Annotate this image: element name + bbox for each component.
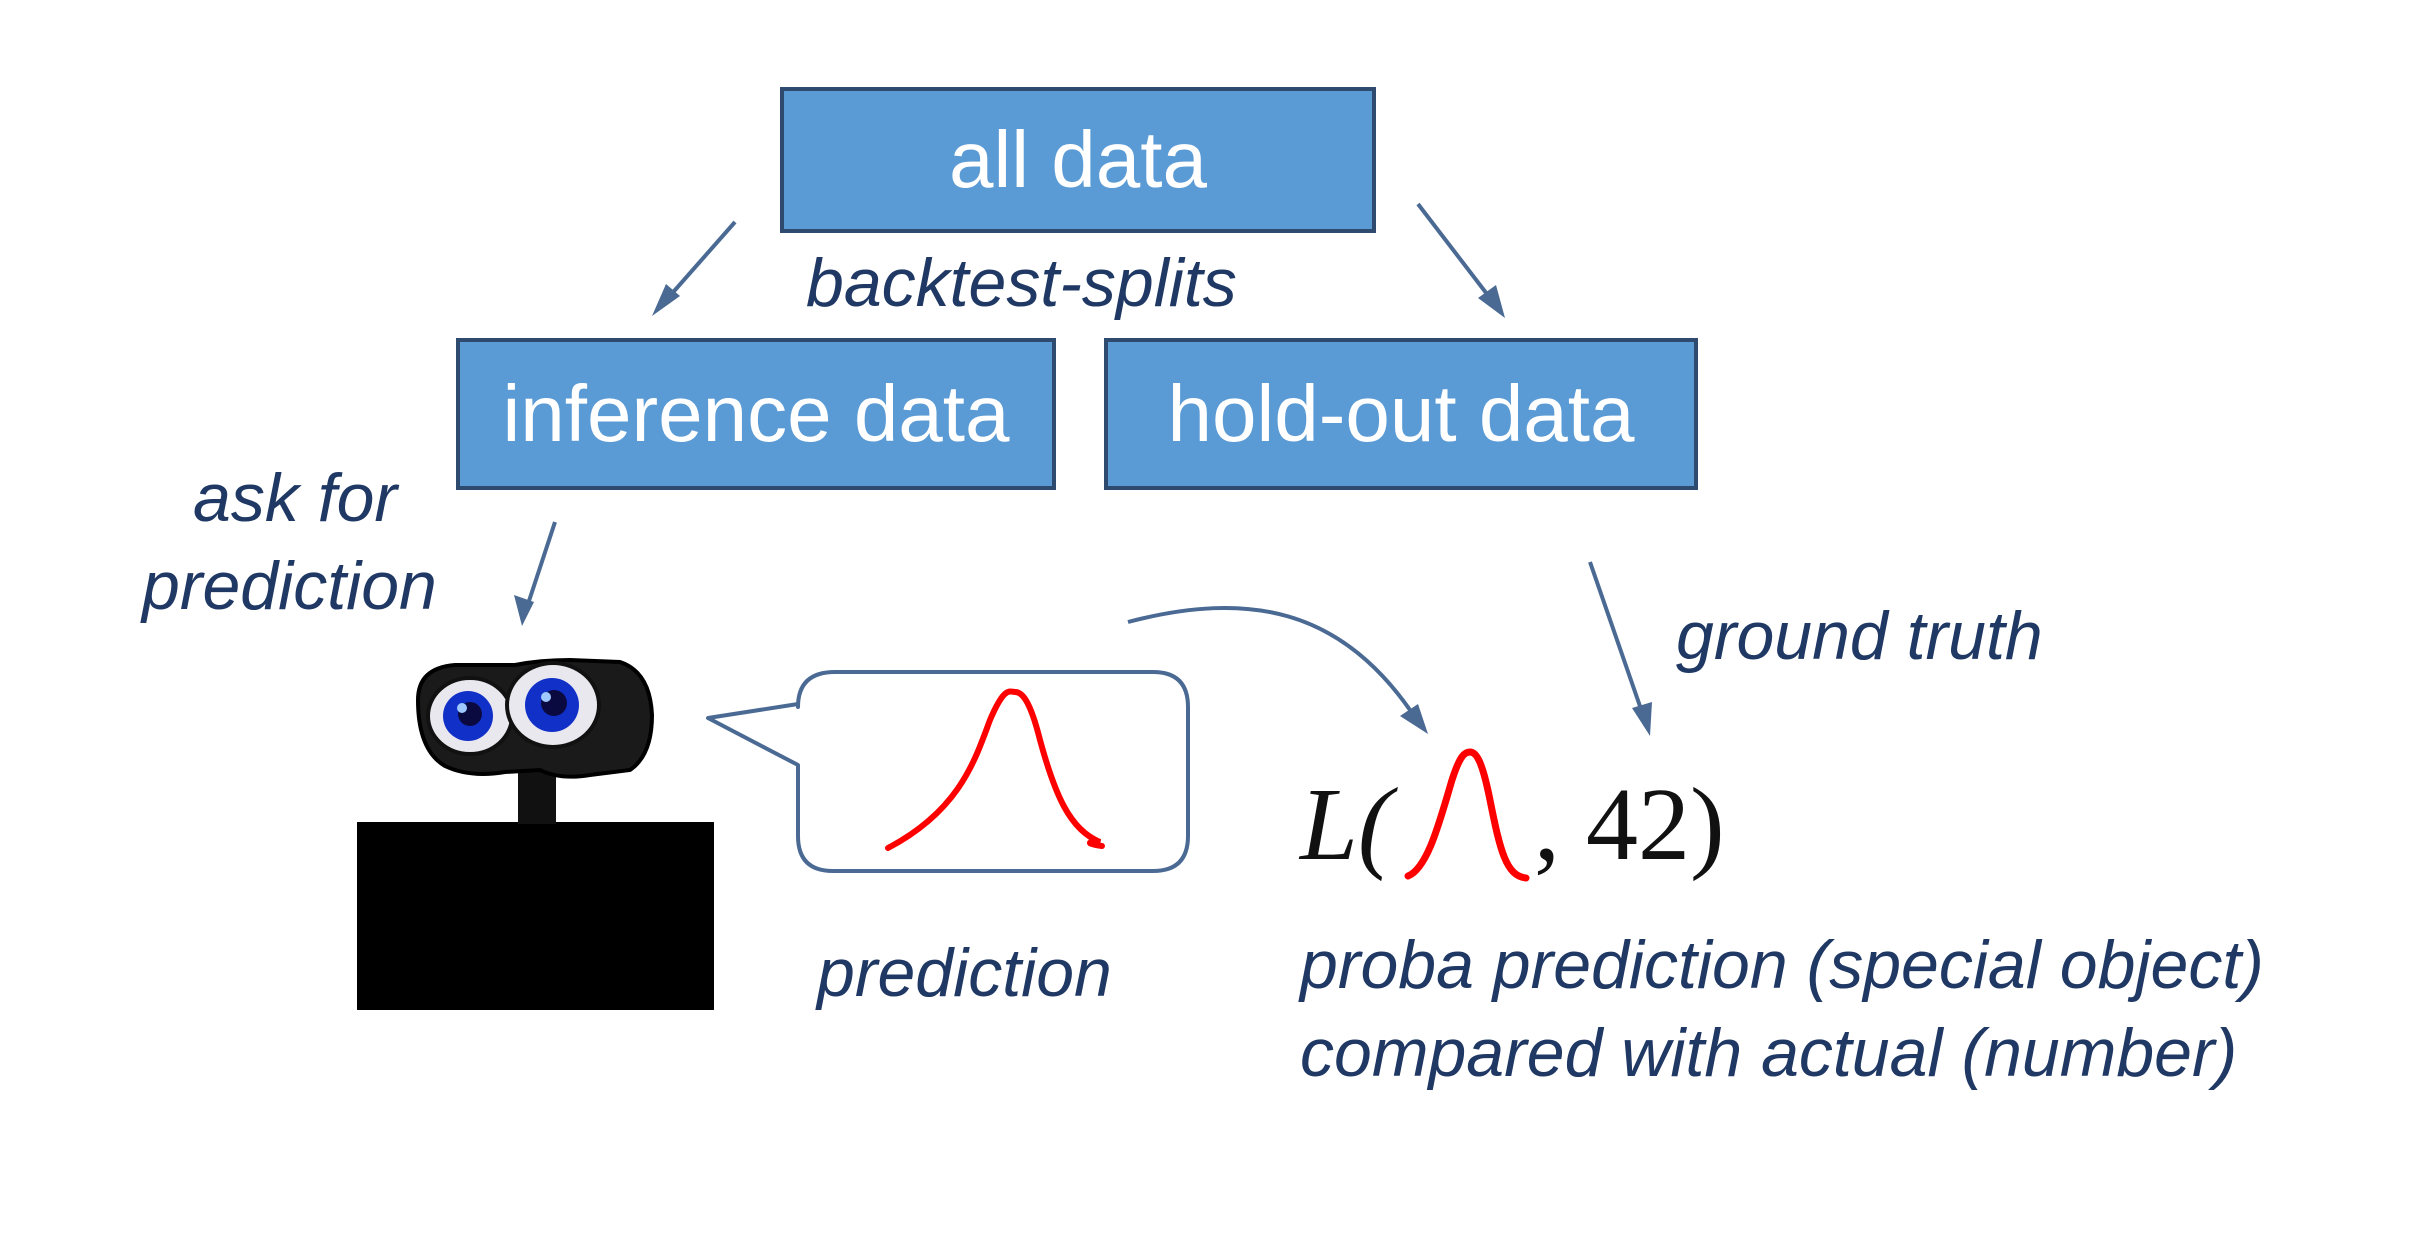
arrowhead-prediction-to-loss	[1400, 704, 1428, 734]
caption-line-1: proba prediction (special object)	[1300, 927, 2264, 1003]
speech-bubble	[706, 670, 1190, 873]
arrow-prediction-to-loss	[1127, 606, 1412, 712]
arrow-inference-to-robot	[526, 521, 557, 605]
robot	[357, 657, 714, 1010]
node-holdout-data: hold-out data	[1104, 338, 1698, 490]
caption-line-2: compared with actual (number)	[1300, 1015, 2238, 1091]
node-inference-data-label: inference data	[502, 369, 1010, 458]
node-inference-data: inference data	[456, 338, 1056, 490]
arrow-all-to-inference	[666, 220, 737, 300]
prediction-distribution-curve	[885, 688, 1105, 851]
label-ask-for: ask for	[193, 460, 398, 536]
loss-formula-prefix: L(	[1300, 765, 1392, 884]
label-ground-truth: ground truth	[1676, 598, 2043, 674]
arrowhead-holdout-to-loss	[1632, 702, 1652, 736]
loss-formula-L: L(	[1300, 767, 1393, 882]
label-ask-prediction: prediction	[142, 548, 437, 624]
arrow-all-to-holdout	[1416, 202, 1492, 300]
arrow-holdout-to-loss	[1588, 561, 1644, 713]
robot-eye-left-highlight	[457, 703, 467, 713]
loss-formula-suffix: , 42)	[1534, 765, 1725, 884]
label-prediction: prediction	[817, 935, 1112, 1011]
arrowhead-all-to-inference	[652, 284, 680, 316]
node-all-data-label: all data	[949, 115, 1207, 204]
node-holdout-data-label: hold-out data	[1167, 369, 1635, 458]
node-all-data: all data	[780, 87, 1376, 233]
loss-formula-actual: , 42)	[1534, 767, 1725, 882]
label-backtest-splits: backtest-splits	[806, 245, 1237, 321]
arrowhead-all-to-holdout	[1478, 285, 1505, 318]
robot-eye-right-highlight	[541, 692, 551, 702]
formula-distribution-curve	[1404, 748, 1530, 882]
robot-body	[357, 822, 714, 1010]
arrowhead-inference-to-robot	[514, 595, 534, 626]
